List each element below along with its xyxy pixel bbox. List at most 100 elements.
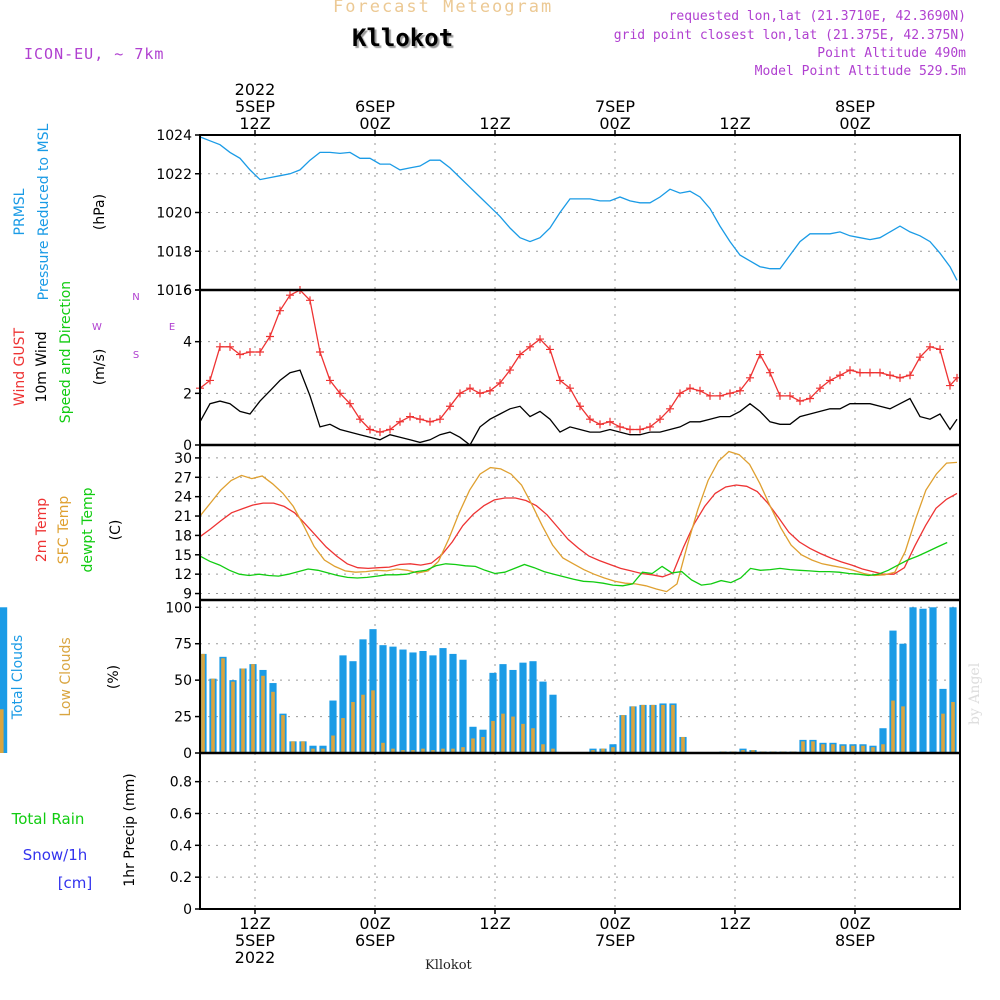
gust-marker [866, 368, 874, 377]
low-cloud-bar [811, 741, 815, 753]
compass-east: E [169, 322, 175, 333]
y-tick-label: 1022 [156, 167, 192, 183]
low-cloud-bar [341, 718, 345, 753]
gust-marker [856, 368, 864, 377]
gust-marker [646, 422, 654, 431]
gust-marker [556, 376, 564, 385]
y-tick-label: 0.6 [170, 806, 192, 822]
low-cloud-bar [361, 694, 365, 753]
gust-marker [716, 391, 724, 400]
low-cloud-bar [741, 750, 745, 753]
gust-marker [286, 291, 294, 300]
y-tick-label: 50 [174, 673, 192, 689]
time-label-top: 8SEP [835, 97, 875, 116]
y-tick-label: 75 [174, 637, 192, 653]
wind-unit: (m/s) [92, 349, 108, 386]
low-cloud-bar [821, 744, 825, 753]
gust-marker [276, 306, 284, 315]
clouds-unit: (%) [106, 665, 122, 689]
gust-marker [356, 415, 364, 424]
low-cloud-bar [371, 690, 375, 753]
low-cloud-bar [421, 748, 425, 753]
gust-marker [406, 412, 414, 421]
gust-marker [936, 345, 944, 354]
y-tick-label: 0 [183, 438, 192, 454]
time-label-top: 2022 [235, 80, 276, 99]
low-cloud-bar [501, 713, 505, 753]
gust-marker [906, 371, 914, 380]
low-clouds-label: Low Clouds [58, 637, 74, 716]
y-tick-label: 1018 [156, 244, 192, 260]
gust-marker [336, 389, 344, 398]
y-tick-label: 0 [183, 902, 192, 918]
total-cloud-bar [459, 659, 467, 753]
time-label-top: 00Z [839, 114, 870, 133]
time-label-top: 12Z [719, 114, 750, 133]
gust-marker [476, 389, 484, 398]
gust-marker [676, 389, 684, 398]
time-label-bottom: 12Z [239, 914, 270, 933]
gust-marker [946, 381, 954, 390]
low-cloud-bar [281, 715, 285, 753]
gust-marker [526, 342, 534, 351]
gust-marker [256, 348, 264, 356]
gust-marker [596, 420, 604, 429]
low-cloud-bar [591, 750, 595, 753]
gust-marker [916, 353, 924, 362]
gust-marker [566, 384, 574, 393]
y-tick-label: 0.4 [170, 838, 192, 854]
gust-marker [616, 422, 624, 431]
gust-marker [706, 391, 714, 400]
low-cloud-bar [271, 691, 275, 753]
low-cloud-bar [231, 681, 235, 753]
gust-marker [746, 373, 754, 382]
total-cloud-bar [489, 672, 497, 753]
temp2m-line [199, 484, 958, 578]
gust-marker [756, 350, 764, 359]
y-tick-label: 4 [183, 335, 192, 351]
gust-marker [486, 386, 494, 395]
low-cloud-bar [631, 706, 635, 753]
y-tick-label: 21 [174, 509, 192, 525]
compass-south: S [133, 350, 139, 361]
gust-marker [236, 350, 244, 359]
time-label-bottom: 2022 [235, 948, 276, 967]
y-tick-label: 2 [183, 386, 192, 402]
total-cloud-bar [919, 608, 927, 753]
time-label-bottom: 00Z [359, 914, 390, 933]
y-tick-label: 9 [183, 587, 192, 603]
gust-marker [816, 384, 824, 393]
precip-unit: 1hr Precip (mm) [122, 773, 138, 886]
time-label-top: 00Z [359, 114, 390, 133]
gust-marker [876, 368, 884, 377]
total-cloud-bar [949, 607, 957, 753]
gust-marker [396, 417, 404, 426]
gust-marker [656, 415, 664, 424]
gust-marker [466, 384, 474, 393]
gust-marker [606, 417, 614, 426]
gust-marker [436, 415, 444, 424]
gust-marker [266, 332, 274, 341]
total-cloud-bar [439, 648, 447, 753]
time-label-bottom: 12Z [479, 914, 510, 933]
sfc-temp-label: SFC Temp [56, 496, 72, 565]
total-cloud-bar [879, 728, 887, 753]
low-cloud-bar [491, 720, 495, 753]
low-cloud-bar [831, 744, 835, 753]
total-cloud-bar [529, 661, 537, 753]
time-label-top: 12Z [479, 114, 510, 133]
gust-marker [886, 371, 894, 380]
low-cloud-bar [461, 747, 465, 753]
gust-marker [246, 348, 254, 356]
low-cloud-bar [751, 750, 755, 753]
time-label-top: 6SEP [355, 97, 395, 116]
low-cloud-bar [391, 748, 395, 753]
low-cloud-bar [881, 744, 885, 753]
wind-gust-label: Wind GUST [12, 327, 28, 406]
gust-marker [366, 425, 374, 434]
low-cloud-bar [801, 741, 805, 753]
gust-marker [376, 428, 384, 437]
total-cloud-bar [379, 645, 387, 753]
gust-marker [666, 404, 674, 413]
low-cloud-bar [0, 709, 4, 753]
